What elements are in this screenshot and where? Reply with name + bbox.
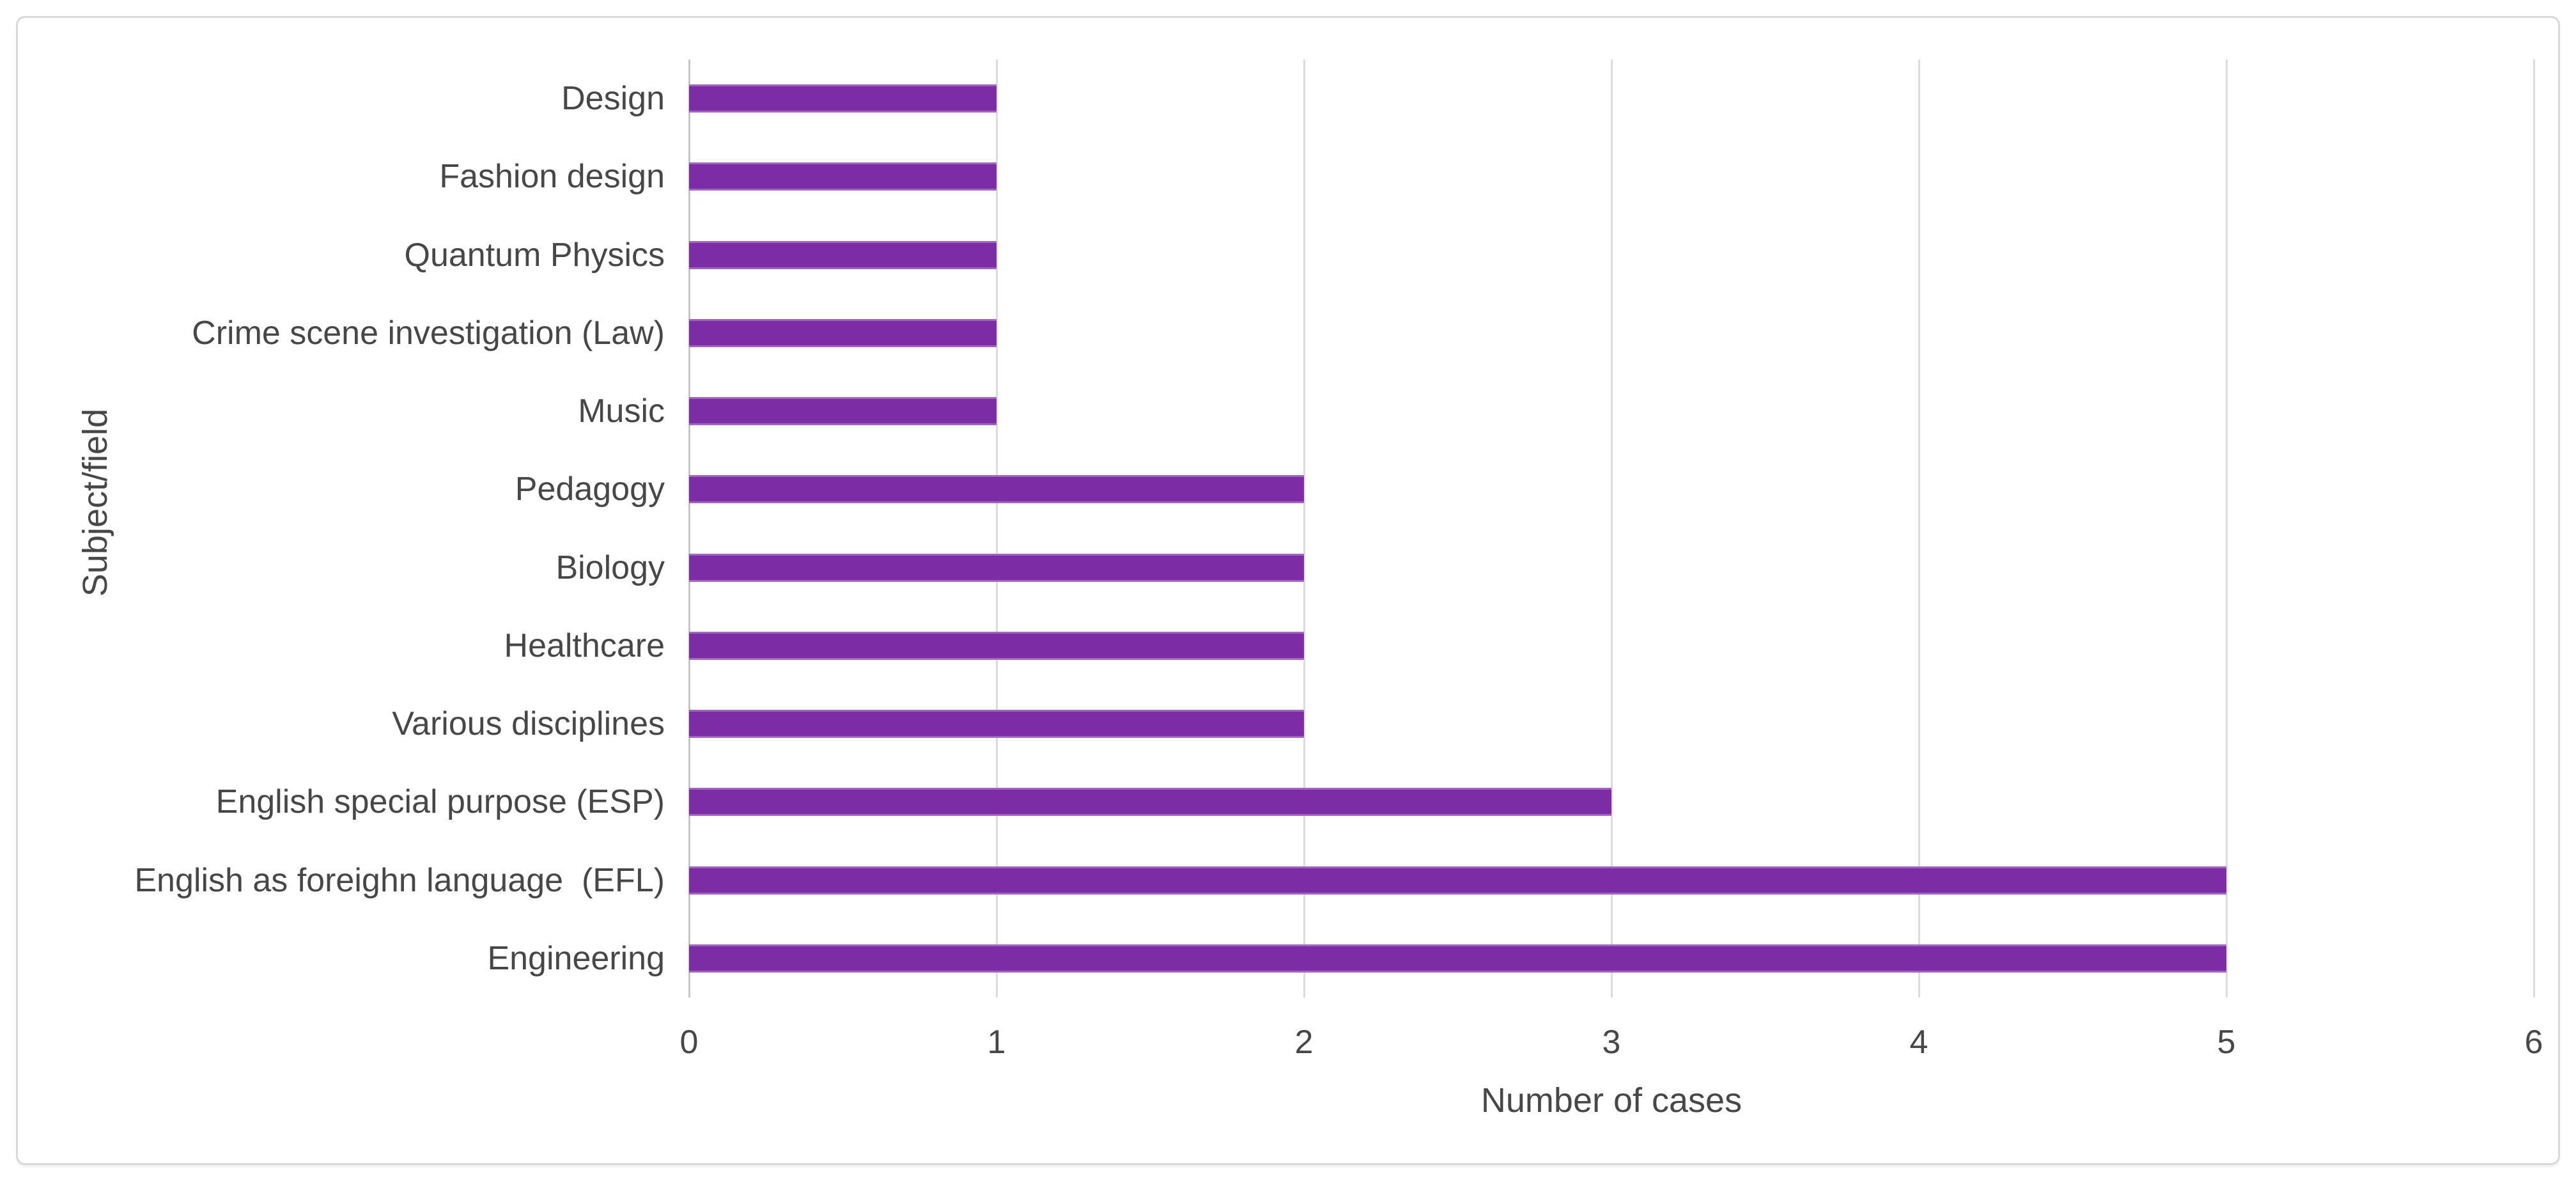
gridline-x-1 bbox=[996, 59, 998, 997]
category-label: Pedagogy bbox=[515, 471, 665, 508]
bar bbox=[689, 553, 1304, 582]
bar bbox=[689, 944, 2226, 973]
category-label: Crime scene investigation (Law) bbox=[192, 314, 665, 352]
category-label: English as foreighn language (EFL) bbox=[134, 861, 665, 899]
category-label: Quantum Physics bbox=[404, 236, 665, 274]
x-tick-label: 3 bbox=[1602, 1024, 1621, 1061]
gridline-x-5 bbox=[2226, 59, 2228, 997]
category-label: Healthcare bbox=[504, 627, 665, 664]
bar bbox=[689, 631, 1304, 660]
category-label: Music bbox=[578, 393, 665, 430]
y-axis-line bbox=[688, 59, 690, 997]
bar bbox=[689, 318, 997, 347]
x-tick-label: 2 bbox=[1294, 1024, 1314, 1061]
x-tick-label: 6 bbox=[2524, 1024, 2543, 1061]
bar bbox=[689, 240, 997, 269]
category-label: Biology bbox=[555, 549, 665, 586]
gridline-x-4 bbox=[1918, 59, 1920, 997]
x-tick-label: 1 bbox=[987, 1024, 1006, 1061]
category-label: Engineering bbox=[487, 939, 665, 977]
bar bbox=[689, 475, 1304, 504]
x-tick-label: 4 bbox=[1909, 1024, 1928, 1061]
x-tick-label: 0 bbox=[679, 1024, 699, 1061]
category-label: Design bbox=[561, 80, 665, 118]
bar bbox=[689, 866, 2226, 895]
bar bbox=[689, 788, 1611, 817]
x-tick-label: 5 bbox=[2217, 1024, 2236, 1061]
bar bbox=[689, 397, 997, 426]
category-label: Various disciplines bbox=[392, 705, 665, 743]
bar bbox=[689, 84, 997, 113]
gridline-x-2 bbox=[1303, 59, 1305, 997]
y-axis-title: Subject/field bbox=[76, 408, 114, 597]
category-label: Fashion design bbox=[439, 158, 665, 196]
gridline-x-6 bbox=[2533, 59, 2535, 997]
bar bbox=[689, 710, 1304, 739]
chart-frame: Design Fashion design Quantum Physics Crime… bbox=[16, 16, 2560, 1165]
gridline-x-3 bbox=[1611, 59, 1613, 997]
bar bbox=[689, 162, 997, 191]
category-label: English special purpose (ESP) bbox=[215, 783, 665, 821]
x-axis-title: Number of cases bbox=[1480, 1081, 1742, 1120]
